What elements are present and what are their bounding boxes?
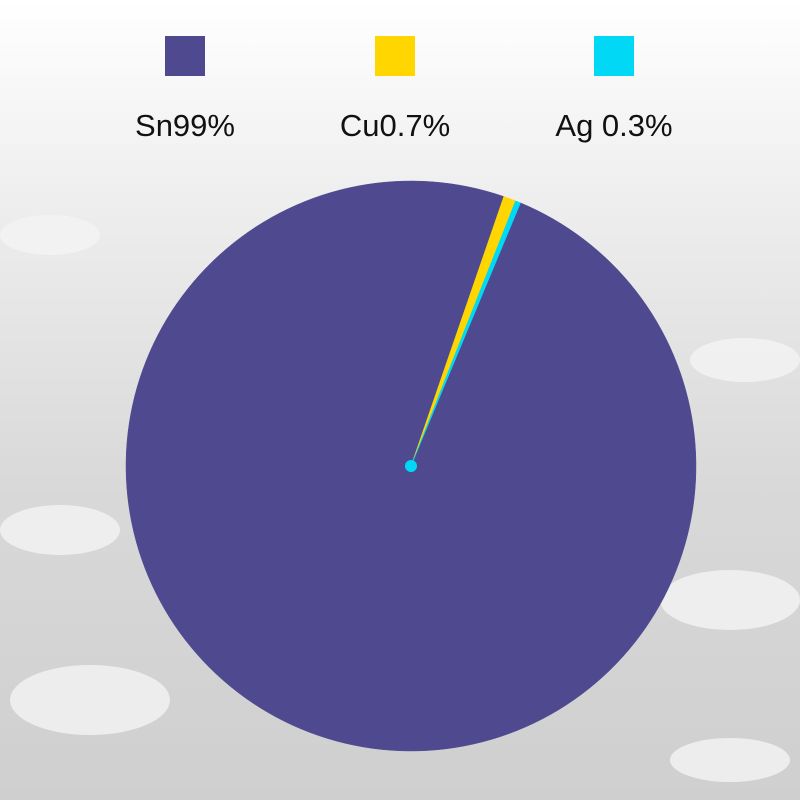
legend-label: Cu0.7% — [340, 108, 450, 143]
background-drops — [0, 215, 800, 782]
legend: Sn99% Cu0.7% Ag 0.3% — [135, 36, 673, 143]
pie-slice — [410, 200, 521, 467]
legend-label: Sn99% — [135, 108, 235, 143]
legend-swatch — [165, 36, 205, 76]
center-dot — [405, 460, 417, 472]
legend-swatch — [594, 36, 634, 76]
legend-label: Ag 0.3% — [555, 108, 672, 143]
legend-swatch — [375, 36, 415, 76]
